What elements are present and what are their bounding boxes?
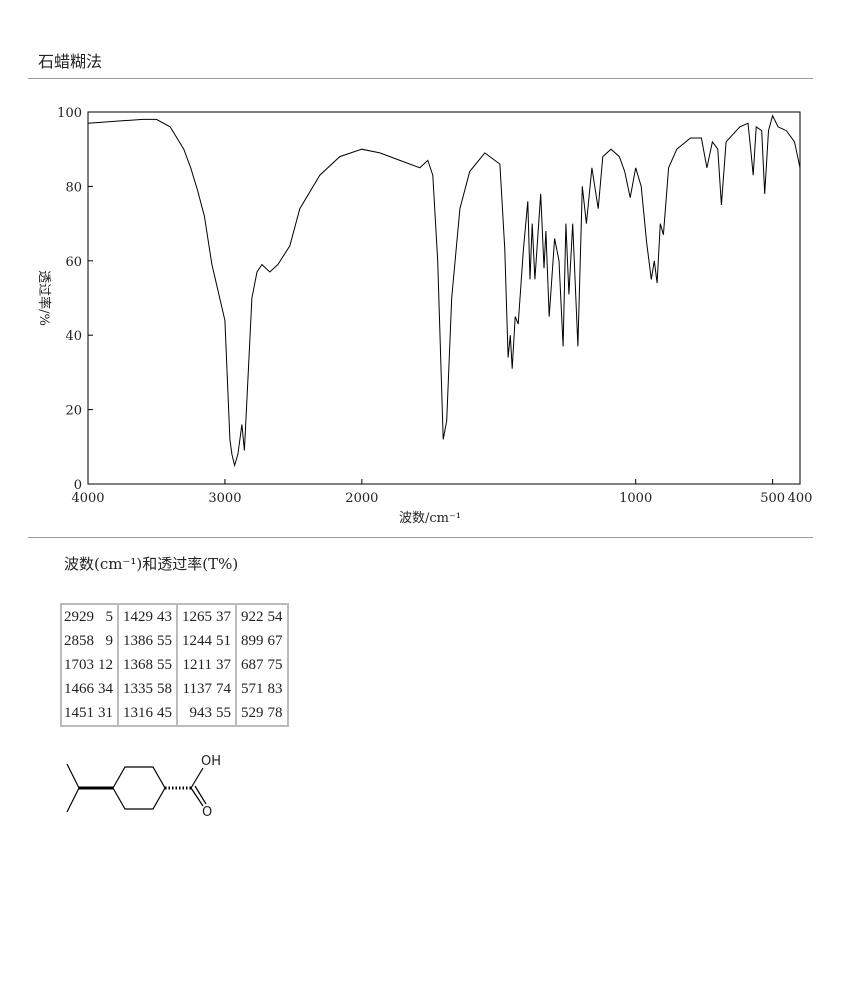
plot-frame [87,111,801,485]
atom-label: OH [201,754,221,769]
wavenumber: 2858 [64,633,94,649]
table-row: 2929 5 1429 43 1265 37 922 54 [61,604,288,629]
wavenumber: 1316 [117,701,155,726]
table-row: 2858 9 1386 55 1244 51 899 67 [61,629,288,653]
y-tick-label: 60 [65,255,82,270]
y-tick-label: 0 [74,478,82,493]
transmittance: 58 [157,681,172,697]
x-tick-label: 1000 [619,491,652,506]
y-tick-label: 20 [65,404,82,419]
transmittance: 45 [157,705,172,721]
wavenumber: 687 [235,653,266,677]
wavenumber: 1211 [176,653,214,677]
transmittance: 54 [267,609,283,625]
table-row: 1466 34 1335 58 1137 74 571 83 [61,677,288,701]
transmittance: 78 [267,705,283,721]
divider [28,78,813,79]
y-tick-label: 40 [65,329,82,344]
chart: 波数/cm⁻¹ 透过率/% 0 20 40 60 80 100 4000 3000 2000 10… [36,106,813,526]
wavenumber: 571 [235,677,266,701]
structure: OH O [66,754,221,820]
wavenumber: 1703 [64,657,94,673]
peak-table: 2929 5 1429 43 1265 37 922 54 2858 9 1386 55 1244 51 8… [60,603,289,727]
divider [28,537,813,538]
page-title: 石蜡糊法 [38,52,103,71]
transmittance: 55 [157,657,172,673]
transmittance: 9 [105,633,114,649]
spectrum-line [87,114,801,468]
transmittance: 37 [216,657,231,673]
transmittance: 83 [267,681,283,697]
transmittance: 75 [267,657,283,673]
wavenumber: 2929 [64,609,94,625]
wavenumber: 1429 [117,604,155,629]
x-axis-label: 波数/cm⁻¹ [399,511,461,526]
wavenumber: 1368 [117,653,155,677]
transmittance: 67 [267,633,283,649]
transmittance: 43 [157,609,172,625]
transmittance: 55 [157,633,172,649]
wavenumber: 1244 [176,629,214,653]
table-row: 1451 31 1316 45 943 55 529 78 [61,701,288,726]
transmittance: 74 [216,681,231,697]
wavenumber: 922 [235,604,266,629]
y-axis-label: 透过率/% [36,270,52,326]
transmittance: 51 [216,633,231,649]
wavenumber: 1386 [117,629,155,653]
transmittance: 55 [216,705,231,721]
x-tick-label: 500 [760,491,785,506]
transmittance: 12 [98,657,113,673]
x-tick-label: 3000 [208,491,241,506]
transmittance: 5 [105,609,114,625]
x-tick-label: 2000 [345,491,378,506]
table-row: 1703 12 1368 55 1211 37 687 75 [61,653,288,677]
y-tick-label: 100 [57,106,82,121]
atom-label: O [202,805,212,820]
wavenumber: 943 [176,701,214,726]
transmittance: 31 [98,705,113,721]
transmittance: 37 [216,609,231,625]
wavenumber: 1265 [176,604,214,629]
table-caption: 波数(cm⁻¹)和透过率(T%) [64,555,239,573]
wavenumber: 1451 [64,705,94,721]
wavenumber: 1466 [64,681,94,697]
x-tick-label: 400 [788,491,813,506]
wavenumber: 1137 [176,677,214,701]
transmittance: 34 [98,681,113,697]
wavenumber: 1335 [117,677,155,701]
wavenumber: 899 [235,629,266,653]
x-tick-label: 4000 [71,491,104,506]
wavenumber: 529 [235,701,266,726]
y-tick-label: 80 [65,180,82,195]
